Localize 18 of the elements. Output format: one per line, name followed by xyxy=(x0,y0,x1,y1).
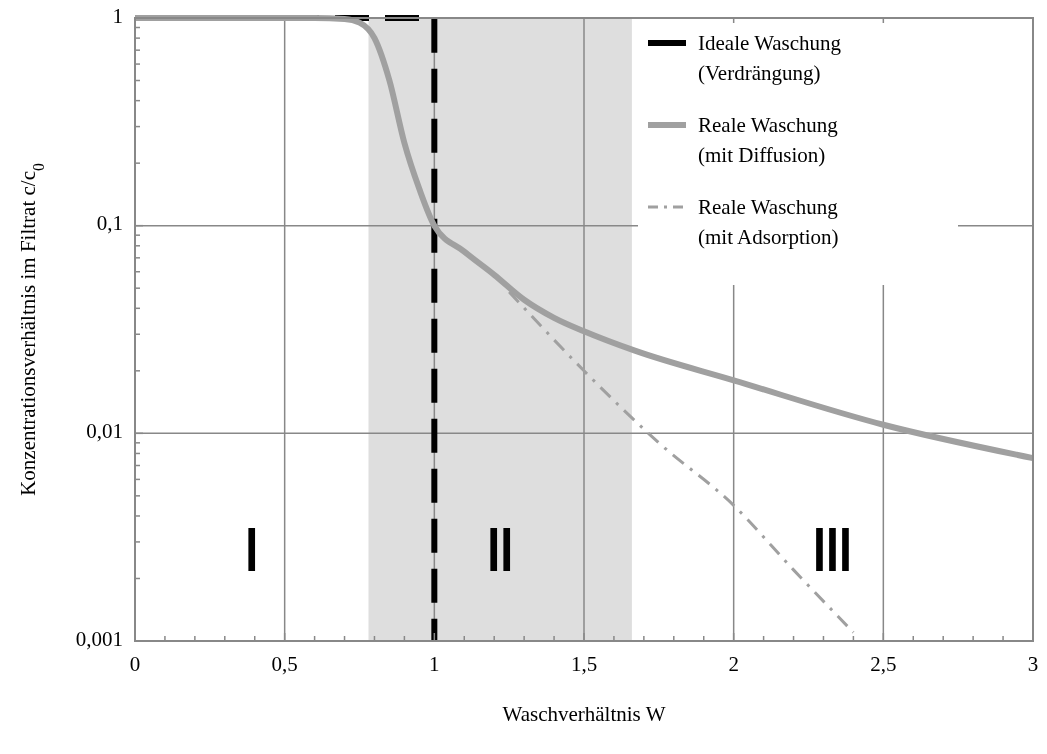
x-tick-label: 1 xyxy=(429,652,440,676)
legend-label: Reale Waschung (mit Diffusion) xyxy=(698,113,839,167)
x-tick-label: 0,5 xyxy=(271,652,298,676)
x-tick-label: 0 xyxy=(129,652,141,676)
x-tick-label: 2,5 xyxy=(870,652,897,676)
annotation: I xyxy=(245,514,259,585)
y-tick-label: 1 xyxy=(112,3,123,28)
y-tick-label: 0,01 xyxy=(86,419,123,444)
x-axis-title: Waschverhältnis W xyxy=(502,702,666,726)
annotation: III xyxy=(813,514,852,585)
x-tick-label: 3 xyxy=(1027,652,1039,676)
x-tick-label: 1,5 xyxy=(570,652,598,676)
legend-label: Reale Waschung (mit Adsorption) xyxy=(698,195,839,249)
y-tick-label: 0,001 xyxy=(75,626,123,651)
legend-label: Ideale Waschung (Verdrängung) xyxy=(698,31,842,85)
y-tick-label: 0,1 xyxy=(96,211,123,236)
x-tick-label: 2 xyxy=(728,652,739,676)
annotation: II xyxy=(487,514,514,585)
